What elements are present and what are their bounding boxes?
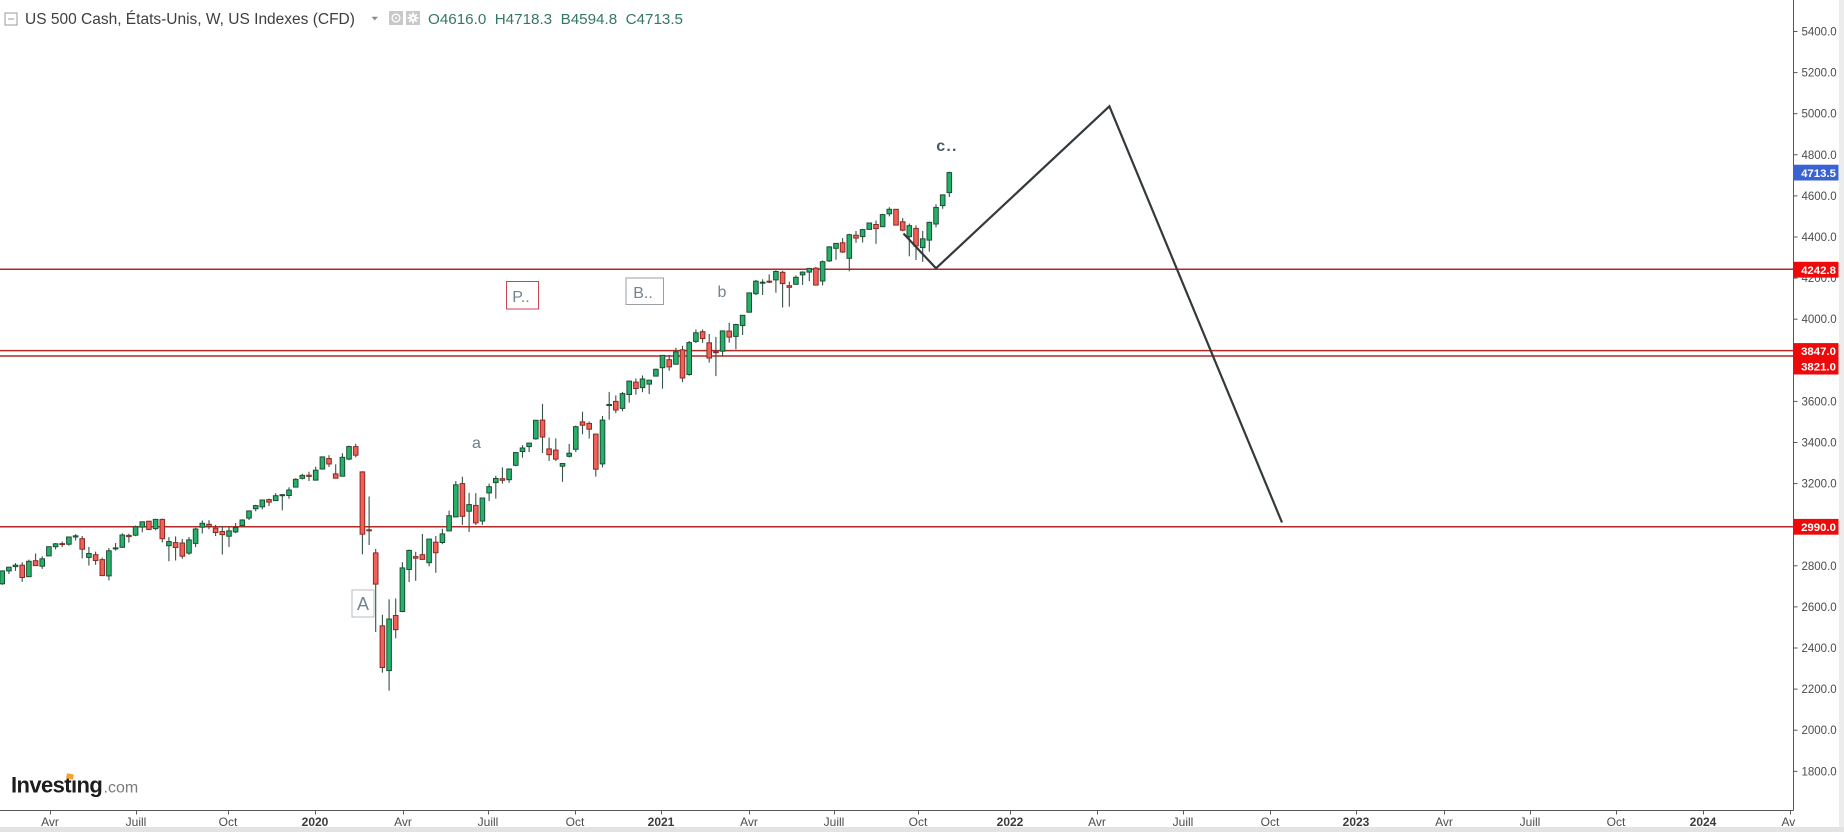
svg-text:Avr: Avr	[394, 815, 412, 829]
svg-text:Juill: Juill	[1520, 815, 1541, 829]
svg-text:1800.0: 1800.0	[1802, 766, 1837, 778]
svg-text:Oct: Oct	[1607, 815, 1626, 829]
svg-text:2000.0: 2000.0	[1802, 725, 1837, 737]
svg-text:2022: 2022	[997, 815, 1024, 829]
svg-text:A: A	[357, 594, 369, 614]
svg-text:4000.0: 4000.0	[1802, 314, 1837, 326]
svg-text:2021: 2021	[648, 815, 675, 829]
svg-text:4400.0: 4400.0	[1802, 232, 1837, 244]
svg-text:4600.0: 4600.0	[1802, 191, 1837, 203]
svg-text:O4616.0 H4718.3 B4594.8 C47: O4616.0 H4718.3 B4594.8 C4713.5	[428, 11, 683, 28]
svg-text:Investıng: Investıng	[11, 773, 102, 798]
svg-text:Avr: Avr	[1088, 815, 1106, 829]
svg-text:2800.0: 2800.0	[1802, 561, 1837, 573]
svg-text:2200.0: 2200.0	[1802, 684, 1837, 696]
svg-text:B..: B..	[633, 285, 653, 302]
svg-text:2023: 2023	[1343, 815, 1370, 829]
svg-text:4242.8: 4242.8	[1801, 265, 1836, 277]
svg-text:Oct: Oct	[1261, 815, 1280, 829]
svg-text:2400.0: 2400.0	[1802, 643, 1837, 655]
svg-text:Avr: Avr	[41, 815, 59, 829]
svg-text:2600.0: 2600.0	[1802, 602, 1837, 614]
svg-text:3821.0: 3821.0	[1801, 362, 1836, 374]
svg-text:2990.0: 2990.0	[1801, 522, 1836, 534]
svg-text:Av: Av	[1782, 815, 1796, 829]
svg-text:3847.0: 3847.0	[1801, 346, 1836, 358]
svg-text:2020: 2020	[302, 815, 329, 829]
svg-text:Oct: Oct	[219, 815, 238, 829]
svg-text:5200.0: 5200.0	[1802, 68, 1837, 80]
svg-text:3400.0: 3400.0	[1802, 438, 1837, 450]
svg-text:Juill: Juill	[478, 815, 499, 829]
svg-text:5400.0: 5400.0	[1802, 27, 1837, 39]
svg-text:5000.0: 5000.0	[1802, 109, 1837, 121]
svg-text:3200.0: 3200.0	[1802, 479, 1837, 491]
svg-text:4800.0: 4800.0	[1802, 150, 1837, 162]
svg-text:US 500 Cash, États-Unis, W, US: US 500 Cash, États-Unis, W, US Indexes (…	[25, 11, 355, 28]
svg-text:Avr: Avr	[1435, 815, 1453, 829]
svg-text:Oct: Oct	[566, 815, 585, 829]
svg-text:P..: P..	[512, 289, 530, 306]
svg-text:4713.5: 4713.5	[1801, 168, 1837, 180]
svg-text:Juill: Juill	[824, 815, 845, 829]
svg-text:a: a	[472, 435, 481, 452]
svg-text:Juill: Juill	[126, 815, 147, 829]
svg-text:b: b	[718, 284, 727, 301]
svg-text:c..: c..	[936, 138, 957, 155]
svg-text:3600.0: 3600.0	[1802, 396, 1837, 408]
svg-text:2024: 2024	[1690, 815, 1717, 829]
svg-text:Juill: Juill	[1173, 815, 1194, 829]
svg-text:.com: .com	[104, 780, 139, 797]
svg-text:Oct: Oct	[909, 815, 928, 829]
svg-text:Avr: Avr	[740, 815, 758, 829]
